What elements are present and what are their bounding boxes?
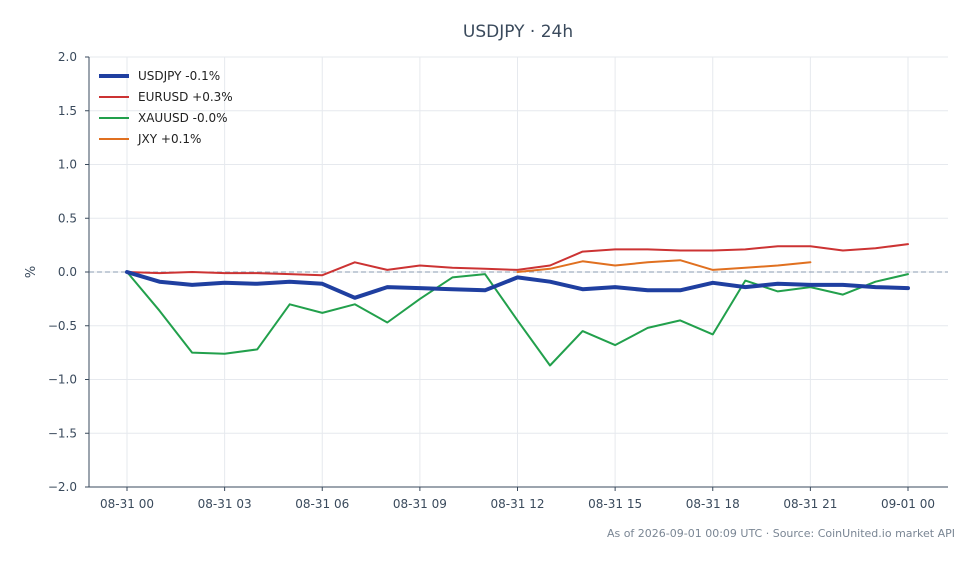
y-tick-label: −0.5 [48,319,77,333]
y-tick-label: 1.0 [58,158,77,172]
legend-label-eurusd: EURUSD +0.3% [138,90,233,104]
y-tick-label: −2.0 [48,480,77,494]
x-tick-label: 08-31 18 [686,497,740,511]
legend: USDJPY -0.1% EURUSD +0.3% XAUUSD -0.0% JXY … [99,69,233,146]
x-tick-label: 08-31 09 [393,497,447,511]
series-line-jxy [516,259,812,273]
y-axis-label: % [24,266,39,278]
y-tick-label: −1.5 [48,426,77,440]
y-tick-label: 1.5 [58,104,77,118]
x-tick-label: 08-31 21 [783,497,837,511]
x-tick-label: 08-31 15 [588,497,642,511]
x-tick-label: 08-31 12 [491,497,545,511]
legend-label-usdjpy: USDJPY -0.1% [138,69,220,83]
y-tick-label: 0.5 [58,211,77,225]
series-line-usdjpy [125,270,910,300]
series-line-xauusd [126,271,909,367]
y-tick-label: 0.0 [58,265,77,279]
x-tick-label: 09-01 00 [881,497,935,511]
y-tick-label: −1.0 [48,373,77,387]
legend-label-jxy: JXY +0.1% [137,132,201,146]
series-group [125,243,910,367]
chart-title: USDJPY · 24h [463,22,573,42]
axes: −2.0 −1.5 −1.0 −0.5 0.0 0.5 1.0 1.5 2.0 08-31 00 0… [48,50,948,511]
source-footer: As of 2026-09-01 00:09 UTC · Source: Coi… [606,527,955,540]
x-tick-label: 08-31 00 [100,497,154,511]
legend-label-xauusd: XAUUSD -0.0% [138,111,227,125]
x-tick-label: 08-31 03 [198,497,252,511]
series-line-eurusd [126,243,909,277]
x-tick-label: 08-31 06 [295,497,349,511]
y-tick-label: 2.0 [58,50,77,64]
